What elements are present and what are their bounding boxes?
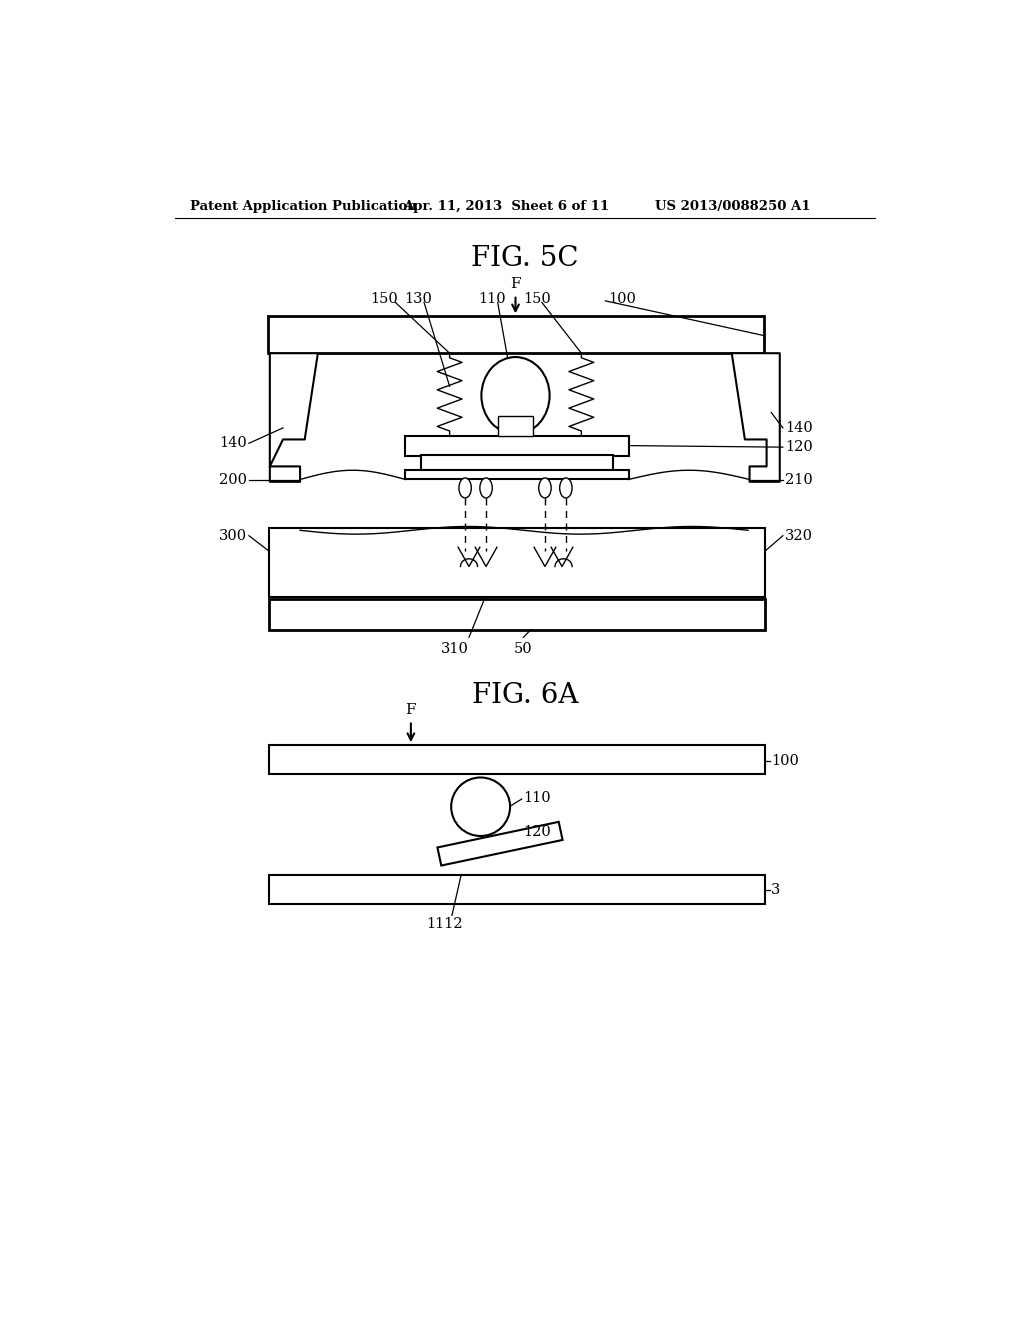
FancyBboxPatch shape	[499, 416, 532, 437]
Ellipse shape	[560, 478, 572, 498]
Text: 50: 50	[514, 642, 532, 656]
Text: 320: 320	[785, 529, 813, 543]
FancyBboxPatch shape	[269, 874, 765, 904]
FancyBboxPatch shape	[406, 470, 629, 479]
Text: US 2013/0088250 A1: US 2013/0088250 A1	[655, 199, 811, 213]
Ellipse shape	[459, 478, 471, 498]
Text: Apr. 11, 2013  Sheet 6 of 11: Apr. 11, 2013 Sheet 6 of 11	[403, 199, 609, 213]
Circle shape	[452, 777, 510, 836]
Text: 310: 310	[441, 642, 469, 656]
Polygon shape	[437, 822, 562, 866]
Text: FIG. 6A: FIG. 6A	[471, 682, 579, 709]
Text: 100: 100	[608, 292, 636, 305]
Text: 110: 110	[478, 292, 506, 305]
Text: 110: 110	[523, 791, 551, 804]
Text: 130: 130	[404, 292, 432, 305]
Text: 1112: 1112	[426, 917, 463, 931]
Ellipse shape	[480, 478, 493, 498]
Ellipse shape	[481, 356, 550, 434]
FancyBboxPatch shape	[269, 744, 765, 775]
Text: 3: 3	[771, 883, 780, 896]
FancyBboxPatch shape	[406, 436, 629, 455]
Polygon shape	[732, 354, 779, 482]
FancyBboxPatch shape	[269, 599, 765, 630]
Text: 100: 100	[771, 754, 799, 767]
Polygon shape	[270, 354, 317, 482]
Text: 140: 140	[785, 421, 813, 434]
Text: FIG. 5C: FIG. 5C	[471, 246, 579, 272]
FancyBboxPatch shape	[267, 317, 764, 354]
Text: 120: 120	[523, 825, 551, 840]
Text: 210: 210	[785, 474, 813, 487]
Text: 300: 300	[218, 529, 247, 543]
Text: F: F	[510, 277, 521, 290]
Text: 150: 150	[523, 292, 551, 305]
Text: 120: 120	[785, 440, 813, 454]
Ellipse shape	[539, 478, 551, 498]
Text: Patent Application Publication: Patent Application Publication	[190, 199, 417, 213]
Text: F: F	[406, 702, 416, 717]
Text: 150: 150	[370, 292, 397, 305]
FancyBboxPatch shape	[421, 455, 613, 470]
Text: 200: 200	[218, 474, 247, 487]
Text: 140: 140	[219, 437, 247, 450]
FancyBboxPatch shape	[269, 528, 765, 597]
